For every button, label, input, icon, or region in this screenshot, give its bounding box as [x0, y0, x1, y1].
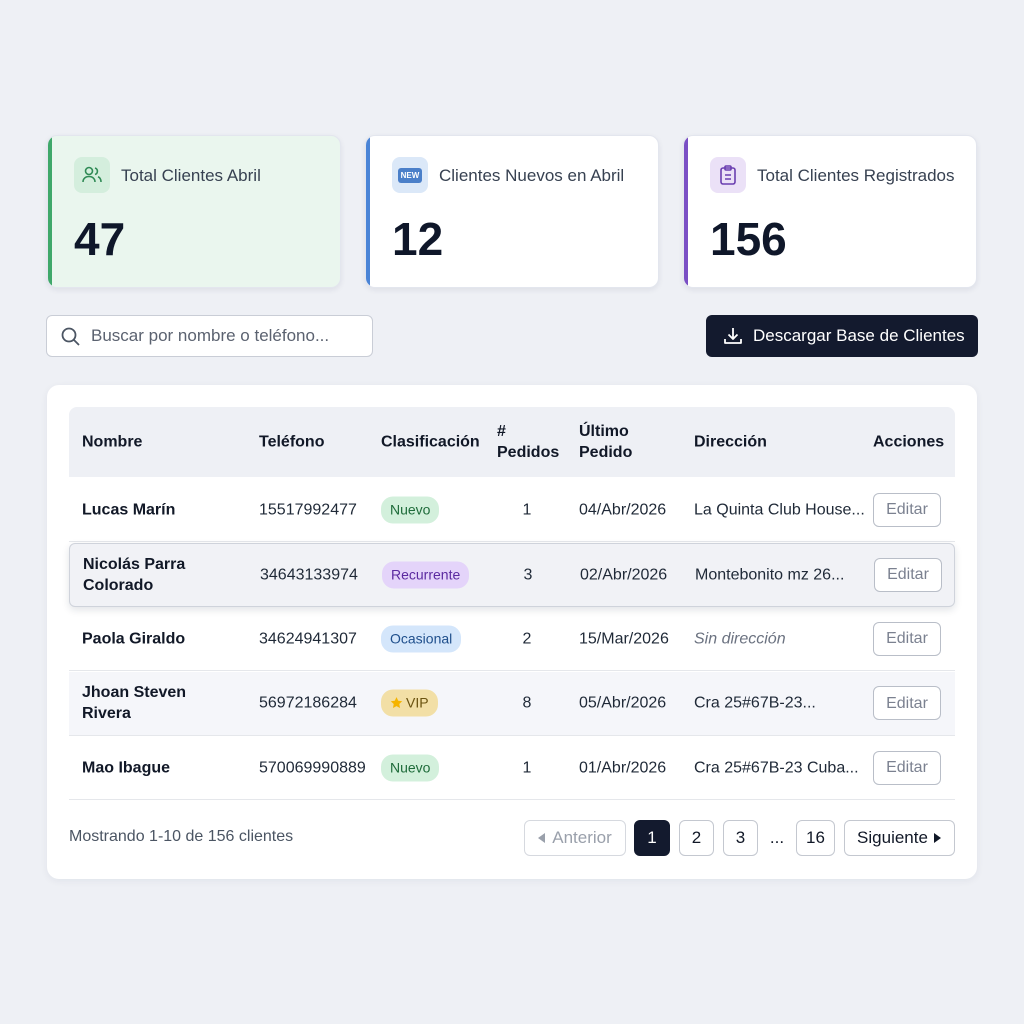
order-count: 1: [522, 759, 532, 776]
next-arrow: [933, 833, 941, 843]
stat-accent: [48, 136, 52, 287]
page-button[interactable]: 3: [723, 820, 758, 856]
classification-badge: Nuevo: [381, 496, 440, 523]
address: Montebonito mz 26...: [695, 566, 845, 583]
page-label: 2: [691, 828, 702, 847]
last-order-date: 05/Abr/2026: [579, 694, 667, 712]
page-button[interactable]: 16: [796, 820, 835, 856]
column-header: Nombre: [82, 433, 143, 451]
client-phone: 570069990889: [259, 759, 366, 776]
last-order-date: 04/Abr/2026: [579, 501, 667, 518]
classification-badge: VIP: [381, 689, 438, 717]
page-label: Siguiente: [857, 828, 928, 847]
page-label: 16: [806, 828, 825, 847]
column-header: Clasificación: [381, 433, 480, 451]
client-name: Paola Giraldo: [82, 630, 186, 647]
classification-text: Nuevo: [390, 759, 431, 775]
last-order-date: 01/Abr/2026: [579, 759, 667, 776]
next-button[interactable]: Siguiente: [844, 820, 955, 856]
clients-table: Nombre Teléfono Clasificación # Pedidos Últi…: [47, 385, 977, 879]
prev-button[interactable]: Anterior: [524, 820, 626, 856]
table-row: Paola Giraldo 34624941307 Ocasional 2 15/Mar…: [69, 607, 955, 671]
stat-value: 12: [392, 213, 444, 265]
client-name: Jhoan Steven Rivera: [82, 684, 187, 722]
table-row: Jhoan Steven Rivera 56972186284 VIP 8 05/Abr…: [69, 671, 955, 736]
stat-card: NEW Clientes Nuevos en Abril 12: [365, 135, 659, 288]
stat-label: Total Clientes Registrados: [757, 166, 955, 185]
classification-badge: Nuevo: [381, 754, 440, 781]
client-name: Mao Ibague: [82, 759, 171, 776]
classification-text: Ocasional: [390, 630, 453, 646]
stat-label: Clientes Nuevos en Abril: [439, 166, 625, 185]
stat-icon: [710, 157, 746, 193]
client-phone: 34624941307: [259, 630, 357, 647]
column-header: Dirección: [694, 433, 767, 451]
stat-accent: [684, 136, 688, 287]
last-order-date: 02/Abr/2026: [580, 566, 668, 583]
download-label: Descargar Base de Clientes: [753, 326, 965, 345]
stat-card: Total Clientes Registrados 156: [683, 135, 977, 288]
stat-label: Total Clientes Abril: [121, 166, 261, 185]
column-header: Teléfono: [259, 433, 325, 451]
stat-value: 47: [74, 213, 126, 265]
address: La Quinta Club House...: [694, 501, 865, 518]
search-placeholder: Buscar por nombre o teléfono...: [91, 326, 330, 345]
classification-text: VIP: [406, 694, 429, 711]
stat-accent: [366, 136, 370, 287]
column-header: Último Pedido: [579, 423, 633, 461]
order-count: 8: [522, 694, 532, 712]
classification-badge: Recurrente: [382, 561, 470, 588]
download-icon: [724, 328, 742, 344]
address: Cra 25#67B-23...: [694, 694, 816, 712]
search-input[interactable]: Buscar por nombre o teléfono...: [46, 315, 373, 357]
last-order-date: 15/Mar/2026: [579, 630, 669, 647]
page-button[interactable]: 1: [634, 820, 670, 856]
order-count: 2: [522, 630, 532, 647]
edit-button[interactable]: Editar: [873, 686, 941, 720]
address: Sin dirección: [694, 630, 786, 647]
icon-text: NEW: [397, 167, 423, 183]
client-phone: 34643133974: [260, 566, 358, 583]
table-row: Nicolás Parra Colorado 34643133974 Recurre…: [69, 542, 955, 607]
edit-button[interactable]: Editar: [874, 557, 942, 592]
edit-button[interactable]: Editar: [873, 750, 941, 785]
edit-button[interactable]: Editar: [873, 492, 941, 527]
column-header: # Pedidos: [497, 423, 560, 461]
edit-button[interactable]: Editar: [873, 621, 941, 656]
stat-icon: NEW: [392, 157, 428, 193]
client-phone: 56972186284: [259, 694, 357, 712]
address: Cra 25#67B-23 Cuba...: [694, 759, 859, 776]
client-name: Nicolás Parra Colorado: [83, 555, 186, 594]
stat-icon: [74, 157, 110, 193]
client-name: Lucas Marín: [82, 501, 176, 518]
page-label: ...: [769, 828, 785, 847]
classification-text: Nuevo: [390, 501, 431, 517]
client-phone: 15517992477: [259, 501, 357, 518]
order-count: 3: [523, 566, 533, 583]
summary: Mostrando 1-10 de 156 clientes: [69, 828, 294, 845]
table-row: Mao Ibague 570069990889 Nuevo 1 01/Abr/2026 C…: [69, 736, 955, 800]
search-icon: [61, 327, 80, 346]
order-count: 1: [522, 501, 532, 518]
table-header: Nombre Teléfono Clasificación # Pedidos Últi…: [69, 407, 955, 477]
page-label: Anterior: [552, 828, 612, 847]
table-row: Lucas Marín 15517992477 Nuevo 1 04/Abr/2026 L…: [69, 478, 955, 542]
stat-card: Total Clientes Abril 47: [47, 135, 341, 288]
page-button[interactable]: 2: [679, 820, 714, 856]
classification-badge: Ocasional: [381, 625, 462, 652]
column-header: Acciones: [873, 433, 945, 451]
page-label: 3: [735, 828, 746, 847]
download-button[interactable]: Descargar Base de Clientes: [706, 315, 978, 357]
star-icon: [390, 697, 403, 709]
stat-value: 156: [710, 213, 787, 265]
page-button: ...: [760, 820, 794, 856]
prev-arrow: [538, 833, 546, 843]
page-label: 1: [647, 828, 657, 847]
classification-text: Recurrente: [391, 566, 461, 582]
